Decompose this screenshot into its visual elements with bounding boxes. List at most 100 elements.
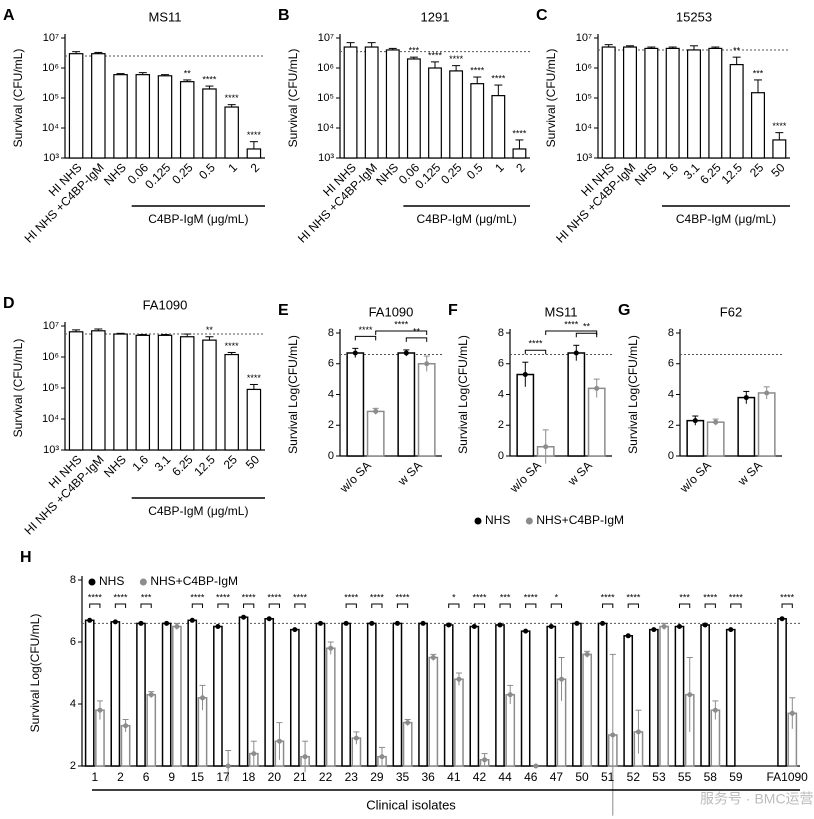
- significance: ****: [780, 592, 795, 602]
- x-tick-label: w/o SA: [676, 458, 713, 495]
- bar: [146, 693, 157, 767]
- bar: [68, 53, 84, 159]
- y-tick-label: 8: [328, 327, 334, 339]
- x-tick-label: 47: [550, 770, 564, 784]
- bar: [246, 148, 262, 159]
- comparison-bracket: [396, 603, 409, 608]
- significance: ****: [626, 592, 641, 602]
- comparison-bracket: [550, 603, 563, 608]
- bar: [179, 81, 195, 159]
- x-tick-label: 42: [473, 770, 487, 784]
- bar: [157, 75, 173, 159]
- data-point: [424, 361, 430, 367]
- bar: [470, 83, 485, 159]
- bar: [346, 352, 365, 457]
- data-point: [573, 350, 579, 356]
- data-point: [241, 614, 247, 620]
- bar: [68, 331, 84, 451]
- x-tick-label: 0.25: [169, 160, 196, 187]
- bar: [750, 92, 765, 159]
- bar: [443, 624, 454, 767]
- data-point: [317, 620, 323, 626]
- data-point: [302, 754, 308, 760]
- comparison-bracket: [371, 603, 383, 608]
- bar: [172, 625, 182, 767]
- y-tick-label: 10⁴: [42, 413, 59, 425]
- y-tick-label: 6: [70, 636, 76, 648]
- comparison-bracket: [354, 335, 377, 341]
- group-label: C4BP-IgM (μg/mL): [417, 212, 517, 226]
- x-tick-label: FA1090: [766, 770, 808, 784]
- comparison-bracket: [473, 603, 486, 608]
- x-tick-label: 36: [421, 770, 435, 784]
- y-tick-label: 10³: [318, 152, 334, 164]
- legend-label: NHS+C4BP-IgM: [536, 513, 624, 527]
- bar: [597, 622, 608, 767]
- data-point: [328, 645, 334, 651]
- bar: [161, 622, 172, 767]
- data-point: [276, 738, 282, 744]
- y-tick-label: 8: [668, 327, 674, 339]
- y-tick-label: 10⁴: [317, 122, 334, 134]
- data-point: [251, 751, 257, 757]
- watermark: 服务号 · BMC运营: [700, 791, 814, 807]
- data-point: [456, 676, 462, 682]
- y-tick-label: 0: [498, 450, 504, 462]
- group-label: C4BP-IgM (μg/mL): [676, 212, 776, 226]
- bar: [341, 622, 351, 767]
- bar: [366, 410, 385, 457]
- bar: [665, 47, 680, 159]
- bar: [157, 334, 173, 451]
- bar: [700, 624, 710, 767]
- data-point: [713, 419, 719, 425]
- y-tick-label: 10⁷: [318, 32, 334, 44]
- x-tick-label: 1.6: [659, 160, 681, 182]
- data-point: [200, 695, 206, 701]
- bar: [91, 53, 106, 159]
- data-point: [394, 620, 400, 626]
- x-axis-label: Clinical isolates: [366, 797, 456, 812]
- y-axis-label: Survival (CFU/mL): [11, 339, 25, 438]
- data-point: [87, 617, 93, 623]
- legend-label: NHS: [99, 574, 124, 588]
- panel-title: 1291: [421, 9, 450, 24]
- y-axis-label: Survival (CFU/mL): [286, 49, 300, 148]
- data-point: [728, 627, 734, 633]
- y-tick-label: 10⁷: [43, 32, 59, 44]
- x-tick-label: 6.25: [169, 452, 196, 479]
- data-point: [789, 710, 795, 716]
- y-tick-label: 2: [70, 760, 76, 772]
- bar: [777, 618, 787, 767]
- y-tick-label: 10⁴: [42, 122, 59, 134]
- data-point: [353, 735, 359, 741]
- bar: [772, 139, 787, 159]
- data-point: [584, 651, 590, 657]
- x-tick-label: 18: [242, 770, 256, 784]
- significance: ****: [528, 339, 543, 349]
- y-tick-label: 10³: [43, 444, 59, 456]
- significance: ****: [703, 592, 718, 602]
- y-tick-label: 10⁷: [43, 320, 59, 332]
- data-point: [661, 624, 667, 629]
- significance: ****: [267, 592, 282, 602]
- y-tick-label: 6: [498, 358, 504, 370]
- data-point: [405, 720, 411, 726]
- group-label: C4BP-IgM (μg/mL): [148, 212, 248, 226]
- bar: [706, 421, 725, 457]
- bar: [417, 363, 436, 457]
- y-tick-label: 10⁵: [42, 92, 59, 104]
- x-tick-label: NHS: [373, 160, 401, 188]
- comparison-bracket: [678, 603, 691, 608]
- x-tick-label: NHS: [632, 160, 660, 188]
- bar: [224, 353, 239, 451]
- panel-title: F62: [720, 304, 742, 319]
- comparison-bracket: [781, 603, 793, 608]
- x-tick-label: 25: [221, 452, 241, 472]
- x-tick-label: 2: [513, 160, 528, 175]
- x-tick-label: w/o SA: [506, 458, 543, 495]
- bar: [686, 49, 701, 159]
- significance: ****: [190, 592, 205, 602]
- data-point: [123, 723, 129, 729]
- data-point: [379, 754, 385, 760]
